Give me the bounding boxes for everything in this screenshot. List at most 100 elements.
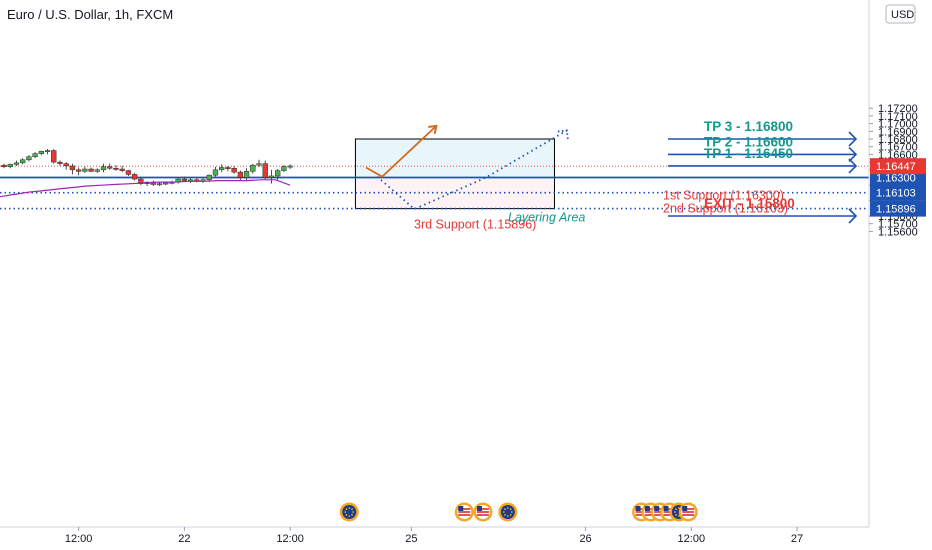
time-tick-label: 22: [178, 533, 190, 545]
us-flag-stripe: [654, 514, 667, 516]
us-flag-canton: [682, 506, 688, 511]
target-arrow-head: [848, 208, 858, 224]
us-flag-stripe: [635, 514, 648, 516]
candle-body: [262, 163, 268, 178]
currency-button[interactable]: [885, 4, 916, 24]
time-tick-label: 25: [405, 533, 417, 545]
price-tick-label: 1.17100: [878, 111, 918, 123]
exit-label: EXIT - 1.15800: [704, 196, 795, 211]
candle-body: [13, 162, 20, 165]
us-flag-canton: [458, 506, 464, 511]
us-flag-stripe: [663, 508, 676, 510]
eu-flag-star: [511, 511, 513, 513]
us-flag-stripe: [476, 511, 489, 513]
us-flag-stripe: [458, 511, 471, 513]
us-flag-stripe: [682, 508, 695, 510]
candle-body: [44, 150, 51, 153]
candle-body: [88, 168, 94, 172]
eu-flag-star: [507, 515, 509, 517]
time-tick-label: 12:00: [65, 533, 93, 545]
price-tick-label: 1.17200: [878, 103, 918, 115]
layering-projection-arrowhead: [557, 129, 569, 140]
take-profit-label: TP 3 - 1.16800: [704, 119, 793, 134]
candle-body: [231, 168, 237, 173]
projection-paths-layer: [365, 126, 569, 211]
target-arrow-head: [848, 146, 858, 162]
candle-body: [237, 171, 244, 178]
candle-body: [250, 164, 256, 172]
candle-body: [256, 163, 262, 166]
target-arrow-head: [848, 158, 858, 174]
candle-body: [125, 170, 132, 175]
candle-body: [51, 150, 57, 163]
candle-body: [287, 165, 293, 168]
us-flag-canton: [635, 506, 641, 511]
candle-body: [225, 167, 231, 169]
candle-body: [69, 165, 76, 171]
support-1-label: 1st Support (1.16300): [663, 189, 784, 203]
time-tick-label: 26: [579, 533, 591, 545]
us-flag-stripe: [682, 511, 695, 513]
candle-body: [206, 174, 212, 181]
candle-body: [82, 168, 88, 172]
eu-flag-star: [503, 511, 505, 513]
candles-layer: [1, 149, 293, 186]
currency-button-label: USD: [891, 9, 914, 21]
chart-title: Euro / U.S. Dollar, 1h, FXCM: [7, 7, 173, 22]
us-flag-stripe: [663, 514, 676, 516]
level-price-tag-text: 1.16300: [876, 173, 916, 185]
us-flag-stripe: [644, 514, 657, 516]
eu-flag-star: [678, 507, 680, 509]
us-flag-stripe: [476, 514, 489, 516]
eu-flag-star: [509, 514, 512, 516]
candle-body: [243, 171, 250, 178]
eu-flag-star: [345, 508, 348, 510]
us-flag-canton: [644, 506, 650, 511]
candle-body: [281, 166, 287, 171]
moving-average-layer: [0, 179, 291, 198]
candle-body: [57, 161, 63, 164]
level-price-tag-text: 1.16103: [876, 188, 916, 200]
events-layer[interactable]: [339, 502, 698, 522]
eu-flag-star: [675, 508, 677, 510]
price-tick-label: 1.16900: [878, 126, 918, 138]
candle-body: [113, 168, 119, 170]
candle-body: [275, 170, 281, 177]
eu-flag-icon: [500, 505, 515, 519]
candle-body: [181, 178, 188, 181]
current-price-tag: [870, 158, 926, 175]
eu-flag-star: [351, 508, 353, 510]
take-profit-label: TP 1 - 1.16450: [704, 146, 793, 161]
eu-flag-star: [351, 514, 353, 516]
us-flag-canton: [476, 506, 482, 511]
support-3-label: 3rd Support (1.15896): [414, 218, 536, 232]
eu-flag-star: [348, 507, 351, 509]
price-tick-label: 1.16700: [878, 142, 918, 154]
us-flag-canton: [663, 506, 669, 511]
us-flag-stripe: [644, 508, 657, 510]
time-tick-label: 12:00: [276, 533, 304, 545]
level-lines-layer: [0, 165, 869, 210]
candle-body: [1, 164, 7, 167]
current-price-tag-text: 1.16447: [876, 161, 916, 173]
candle-body: [212, 169, 219, 176]
level-price-tag-text: 1.15896: [876, 204, 916, 216]
candle-body: [94, 169, 100, 172]
eu-flag-star: [674, 511, 676, 513]
time-tick-label: 12:00: [678, 533, 706, 545]
eu-flag-star: [352, 511, 355, 513]
time-tick-label: 27: [791, 533, 803, 545]
us-flag-stripe: [458, 514, 471, 516]
us-flag-stripe: [654, 508, 667, 510]
eu-flag-star: [507, 507, 509, 509]
support-2-label: 2nd Support (1.16103): [663, 202, 788, 216]
eu-flag-star: [504, 508, 506, 510]
candle-body: [75, 169, 82, 172]
candle-body: [32, 153, 38, 157]
candle-body: [7, 164, 13, 167]
profit-zone: [354, 138, 555, 178]
